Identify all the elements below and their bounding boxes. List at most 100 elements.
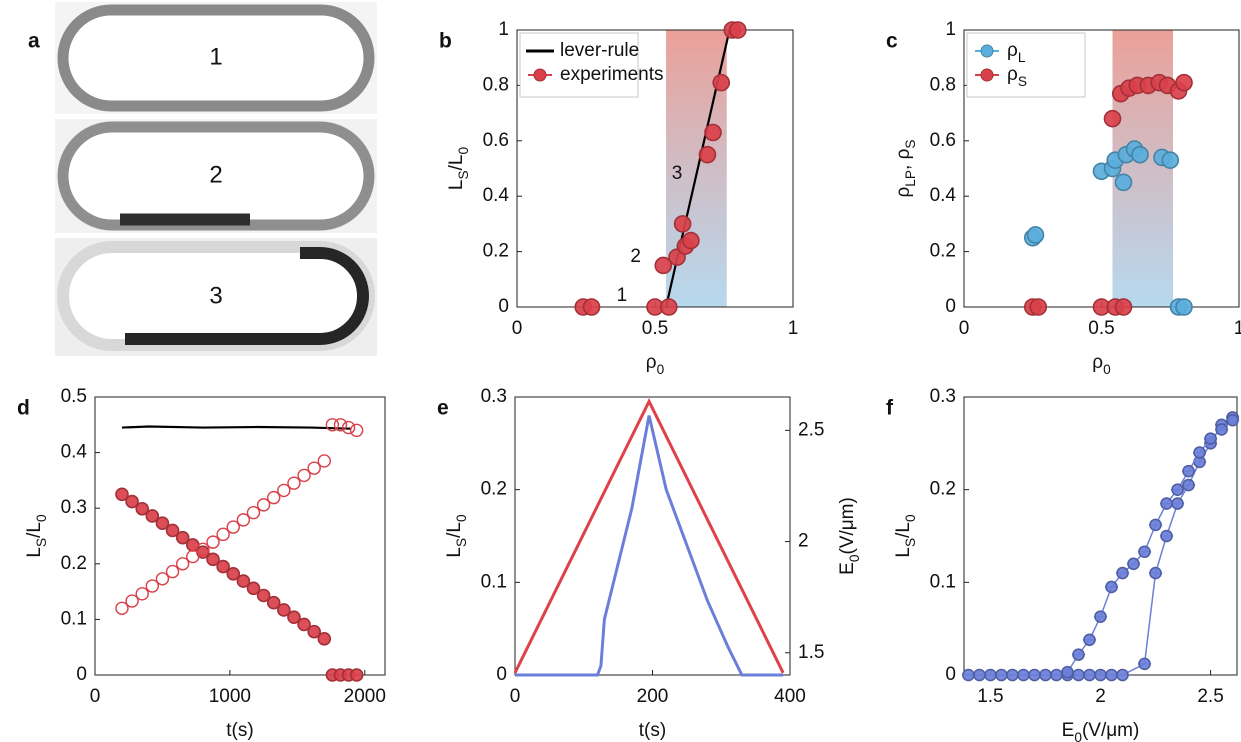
y2-tick-label: 2.5	[798, 419, 824, 440]
marker	[1204, 432, 1217, 446]
marker	[1182, 478, 1195, 492]
y-axis-label: LS/L0	[24, 514, 49, 558]
marker	[1131, 145, 1149, 164]
marker	[1083, 668, 1096, 682]
hollow-marker	[307, 461, 321, 475]
y-axis-label: LS/L0	[446, 147, 471, 191]
text-part: E	[837, 562, 858, 575]
line	[1066, 419, 1234, 673]
marker	[165, 523, 180, 538]
hollow-marker	[196, 542, 210, 557]
y-tick-label: 0.6	[930, 130, 956, 151]
x-axis-label: t(s)	[639, 720, 666, 741]
text-part: 0	[456, 147, 471, 155]
marker	[175, 530, 190, 545]
marker	[728, 21, 747, 39]
text-part: 0	[1074, 730, 1082, 742]
text-part: (V/μm)	[837, 497, 858, 554]
marker	[1039, 668, 1052, 682]
text-part: 0	[34, 514, 49, 522]
hollow-marker	[297, 468, 311, 483]
x-tick-label: 0.5	[1088, 318, 1114, 339]
legend-marker	[533, 68, 547, 82]
text-part: L	[893, 547, 914, 558]
marker	[277, 603, 291, 617]
marker	[962, 668, 975, 682]
text-part: 0	[847, 554, 862, 562]
hollow-marker	[165, 564, 180, 579]
panel-letter: c	[886, 30, 898, 53]
marker	[236, 574, 251, 588]
x-tick-label: 0	[512, 318, 523, 339]
y-tick-label: 0.5	[61, 386, 87, 407]
marker	[1094, 610, 1107, 623]
x-tick-label: 0	[90, 686, 101, 707]
annotation: 2	[630, 246, 641, 267]
marker	[654, 256, 673, 275]
marker	[1160, 529, 1173, 543]
marker	[1161, 151, 1180, 169]
marker	[1182, 464, 1195, 478]
marker	[1138, 545, 1151, 559]
marker	[206, 552, 220, 567]
marker	[1149, 518, 1162, 532]
marker	[704, 123, 722, 142]
hollow-marker	[175, 557, 190, 571]
marker	[1175, 73, 1193, 92]
marker	[1116, 566, 1129, 580]
y-tick-label: 0	[945, 296, 956, 317]
text-part: , ρ	[893, 148, 914, 170]
y-tick-label: 0.8	[930, 74, 956, 95]
y-tick-label: 0.2	[481, 479, 507, 500]
y-tick-label: 0.8	[483, 74, 509, 95]
marker	[973, 668, 986, 682]
text-part: 0	[657, 362, 665, 377]
marker	[1006, 668, 1019, 682]
text-part: S	[903, 538, 918, 547]
y-tick-label: 1	[945, 19, 956, 40]
text-part: L	[444, 547, 465, 558]
x-tick-label: 1000	[209, 686, 251, 707]
text-part: 0	[454, 514, 469, 522]
panel-letter: d	[17, 397, 30, 420]
x-axis-label: ρ0	[646, 352, 665, 377]
line	[515, 415, 784, 677]
marker	[995, 668, 1008, 682]
y-tick-label: 0.4	[483, 185, 510, 206]
marker	[115, 487, 129, 502]
hollow-marker	[317, 454, 332, 468]
marker	[297, 617, 311, 632]
hollow-marker	[226, 520, 240, 534]
legend-label: ρL	[1007, 40, 1026, 65]
marker	[698, 145, 717, 164]
hollow-marker	[115, 601, 129, 615]
marker	[266, 595, 281, 610]
text-part: /L	[893, 522, 914, 538]
marker	[1226, 413, 1239, 427]
marker	[1028, 668, 1041, 682]
text-part: (V/μm)	[1082, 720, 1139, 741]
y-tick-label: 0.2	[930, 241, 956, 262]
x-axis-label: E0(V/μm)	[1062, 720, 1140, 742]
hollow-marker	[186, 549, 200, 564]
marker	[1103, 109, 1122, 128]
panel-letter: a	[28, 30, 40, 53]
hollow-marker	[135, 587, 149, 601]
marker	[226, 567, 241, 581]
marker	[1193, 446, 1206, 459]
hollow-marker	[267, 490, 281, 505]
marker	[1072, 648, 1085, 661]
text-part: L	[24, 547, 45, 558]
hollow-marker	[333, 418, 348, 432]
panel-f: 1.5 2 2.500.10.20.3E0(V/μm)LS/L0f	[886, 386, 1240, 742]
marker	[1114, 173, 1133, 192]
x-tick-label: 400	[774, 686, 806, 707]
x-tick-label: 2.5	[1197, 686, 1223, 707]
x-axis-label: ρ0	[1092, 352, 1111, 377]
y-tick-label: 0.2	[483, 241, 509, 262]
y-tick-label: 0.3	[481, 386, 507, 407]
legend-marker	[980, 44, 994, 58]
text-part: /L	[446, 155, 467, 171]
